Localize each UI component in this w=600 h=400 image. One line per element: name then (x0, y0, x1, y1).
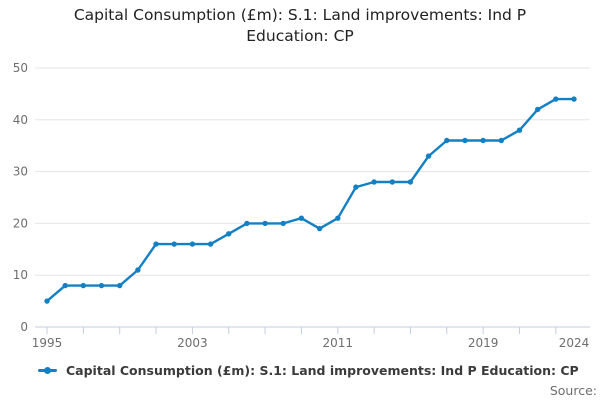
legend-series-label: Capital Consumption (£m): S.1: Land impr… (66, 363, 579, 378)
y-axis-tick-labels: 0 10 20 30 40 50 (13, 61, 28, 334)
svg-text:30: 30 (13, 165, 28, 179)
source-label: Source: (549, 383, 597, 398)
chart-title: Capital Consumption (£m): S.1: Land impr… (0, 5, 600, 47)
svg-text:0: 0 (20, 320, 28, 334)
svg-text:50: 50 (13, 61, 28, 75)
svg-text:2019: 2019 (468, 336, 499, 350)
chart-title-line2: Education: CP (246, 27, 354, 45)
svg-text:40: 40 (13, 113, 28, 127)
y-gridlines (35, 67, 590, 328)
svg-text:2024: 2024 (559, 336, 590, 350)
svg-text:2003: 2003 (177, 336, 208, 350)
line-chart: 0 10 20 30 40 50 1995 2003 2011 2019 2024 (13, 61, 590, 350)
series-line (45, 97, 576, 303)
legend-series-marker-icon (38, 366, 57, 375)
x-axis-tick-labels: 1995 2003 2011 2019 2024 (32, 336, 590, 350)
legend: Capital Consumption (£m): S.1: Land impr… (38, 363, 579, 378)
svg-text:20: 20 (13, 216, 28, 230)
svg-text:10: 10 (13, 268, 28, 282)
svg-text:1995: 1995 (32, 336, 63, 350)
series-data-points (44, 96, 577, 304)
x-axis-tick-marks (46, 327, 557, 334)
chart-title-line1: Capital Consumption (£m): S.1: Land impr… (73, 6, 527, 24)
svg-text:2011: 2011 (322, 336, 353, 350)
